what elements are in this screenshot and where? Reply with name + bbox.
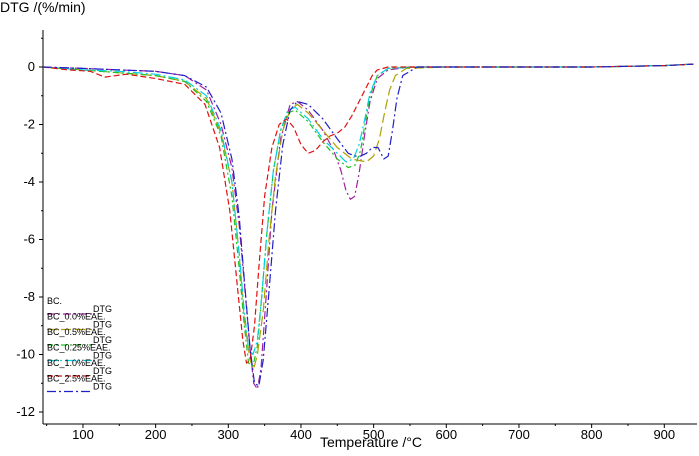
y-tick-label: -12 <box>16 404 35 419</box>
x-tick-label: 500 <box>363 427 385 442</box>
y-tick-label: -6 <box>23 232 35 247</box>
plot-frame <box>42 30 697 425</box>
y-tick-label: -8 <box>23 289 35 304</box>
series-layer <box>42 63 694 390</box>
legend-sublabel: DTG <box>93 320 112 330</box>
x-tick-label: 700 <box>508 427 530 442</box>
x-tick-label: 200 <box>145 427 167 442</box>
series-line-3 <box>42 63 694 367</box>
x-tick-label: 300 <box>217 427 239 442</box>
x-tick-label: 100 <box>72 427 94 442</box>
x-axis: 100 200 300 400 500 600 700 800 900 <box>46 424 675 442</box>
y-tick-label: -4 <box>23 174 35 189</box>
y-axis: 0 -2 -4 -6 -8 -10 -12 <box>16 37 43 419</box>
series-line-1 <box>42 63 694 390</box>
y-tick-label: 0 <box>28 59 35 74</box>
x-tick-label: 600 <box>435 427 457 442</box>
x-tick-label: 800 <box>581 427 603 442</box>
legend-label: BC_2.5%EAE. <box>47 374 106 384</box>
legend-sublabel: DTG <box>93 304 112 314</box>
legend-label: BC_0.25%EAE. <box>47 343 111 353</box>
y-tick-label: -10 <box>16 347 35 362</box>
x-axis-title: Temperature /°C <box>320 434 422 450</box>
series-line-6 <box>42 63 694 387</box>
legend-label: BC_0.0%EAE. <box>47 312 106 322</box>
legend: BC.DTGBC_0.0%EAE.DTGBC_0.5%EAE.DTGBC_0.2… <box>47 296 112 393</box>
legend-label: BC. <box>47 296 62 306</box>
legend-sublabel: DTG <box>93 366 112 376</box>
series-line-4 <box>42 63 694 356</box>
legend-label: BC_0.5%EAE. <box>47 327 106 337</box>
y-axis-title: DTG /(%/min) <box>0 0 86 15</box>
series-line-5 <box>42 63 694 364</box>
legend-sublabel: DTG <box>93 351 112 361</box>
x-tick-label: 900 <box>653 427 675 442</box>
series-line-2 <box>42 63 694 370</box>
legend-sublabel: DTG <box>93 382 112 392</box>
legend-label: BC_1.0%EAE. <box>47 358 106 368</box>
legend-sublabel: DTG <box>93 335 112 345</box>
y-tick-label: -2 <box>23 117 35 132</box>
x-tick-label: 400 <box>290 427 312 442</box>
